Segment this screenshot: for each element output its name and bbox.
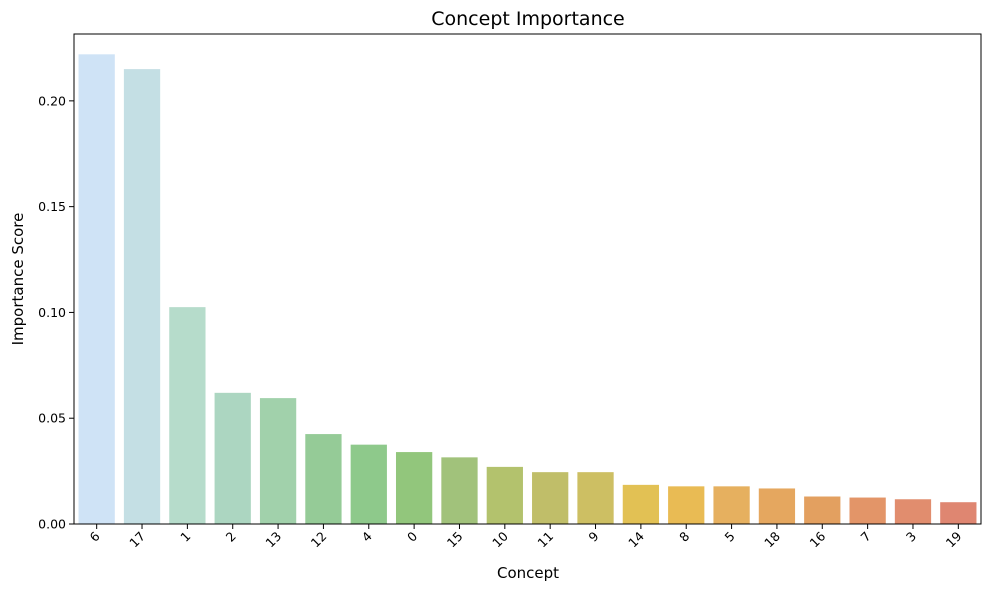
x-tick-label: 5 — [721, 529, 737, 545]
bar-concept-0 — [395, 452, 433, 524]
y-tick-label: 0.20 — [38, 93, 66, 108]
x-tick-label: 3 — [903, 529, 919, 545]
y-tick-label: 0.00 — [38, 517, 66, 532]
x-tick-label: 12 — [308, 529, 330, 551]
x-tick-label: 18 — [761, 528, 783, 550]
bar-concept-11 — [532, 472, 569, 524]
y-axis: 0.00 0.05 0.10 0.15 0.20 — [38, 93, 74, 532]
x-tick-label: 15 — [444, 529, 466, 551]
y-axis-label: Importance Score — [9, 213, 27, 346]
x-tick-label: 13 — [262, 529, 284, 551]
bar-concept-9 — [577, 472, 614, 524]
x-tick-label: 10 — [489, 528, 511, 550]
bar-concept-19 — [940, 502, 977, 524]
bar-concept-7 — [849, 497, 886, 524]
x-tick-label: 14 — [625, 528, 647, 550]
bars-group — [78, 54, 977, 525]
bar-concept-1 — [169, 307, 206, 524]
x-tick-label: 1 — [177, 529, 193, 545]
bar-concept-17 — [123, 69, 161, 525]
x-axis-label: Concept — [497, 564, 559, 582]
x-tick-label: 11 — [534, 529, 556, 551]
bar-concept-16 — [804, 496, 841, 524]
x-tick-label: 16 — [807, 528, 829, 550]
x-tick-label: 7 — [858, 529, 874, 545]
bar-concept-8 — [668, 486, 705, 524]
bar-concept-3 — [894, 499, 932, 524]
bar-concept-14 — [622, 484, 660, 524]
bar-concept-15 — [441, 457, 478, 524]
y-tick-label: 0.10 — [38, 305, 66, 320]
x-tick-label: 8 — [676, 528, 692, 544]
x-tick-label: 9 — [585, 528, 601, 544]
chart-title: Concept Importance — [431, 8, 625, 30]
bar-concept-5 — [713, 486, 750, 524]
bar-concept-12 — [305, 434, 342, 524]
y-tick-label: 0.15 — [38, 199, 66, 214]
bar-concept-13 — [259, 398, 297, 524]
bar-concept-2 — [214, 392, 251, 524]
y-tick-label: 0.05 — [38, 411, 66, 426]
x-tick-label: 2 — [223, 529, 239, 545]
x-tick-label: 19 — [943, 528, 965, 550]
x-tick-label: 6 — [87, 528, 103, 544]
bar-concept-18 — [758, 488, 796, 524]
x-tick-label: 0 — [404, 528, 420, 544]
x-tick-label: 4 — [359, 528, 375, 544]
bar-concept-10 — [486, 466, 523, 524]
bar-concept-6 — [78, 54, 115, 525]
x-axis: 6 17 1 2 13 12 4 0 15 10 11 9 14 8 5 18 16 7 3 19 — [87, 524, 965, 551]
x-tick-label: 17 — [126, 529, 148, 551]
plot-frame — [73, 33, 982, 525]
bar-concept-4 — [350, 444, 387, 524]
